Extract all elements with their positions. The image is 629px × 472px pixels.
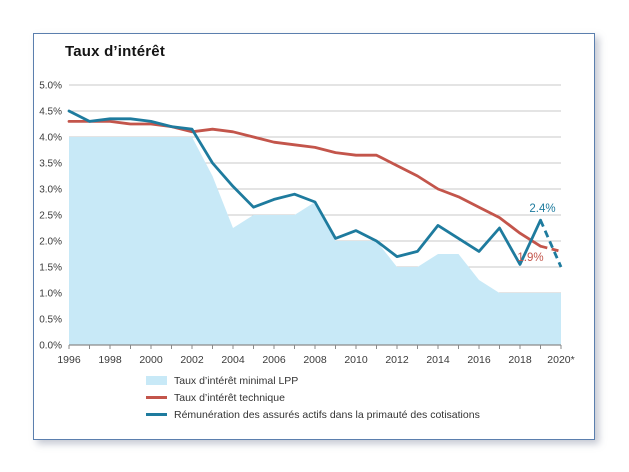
legend-item-lpp-minimal: Taux d’intérêt minimal LPP: [146, 374, 480, 387]
x-axis-label: 2000: [139, 354, 163, 366]
x-axis-label: 2012: [385, 354, 409, 366]
series-line-projection: [539, 219, 563, 268]
x-axis-label: 1998: [98, 354, 122, 366]
line-swatch-icon: [146, 395, 167, 400]
y-axis-label: 3.0%: [39, 185, 62, 196]
series-line: [67, 120, 542, 248]
y-axis-label: 0.5%: [39, 315, 62, 326]
line-swatch-icon: [146, 412, 167, 417]
y-axis-label: 1.5%: [39, 263, 62, 274]
chart-title: Taux d’intérêt: [65, 43, 166, 60]
x-axis-label: 2018: [508, 354, 532, 366]
annotation-label: 1.9%: [517, 252, 543, 264]
chart-legend: Taux d’intérêt minimal LPP Taux d’intérê…: [146, 374, 480, 425]
legend-item-taux-technique: Taux d’intérêt technique: [146, 391, 480, 404]
y-axis-label: 4.0%: [39, 133, 62, 144]
area-swatch-icon: [146, 376, 167, 385]
x-axis-label: 2004: [221, 354, 245, 366]
y-axis-label: 0.0%: [39, 341, 62, 352]
x-axis-label: 2016: [467, 354, 491, 366]
legend-item-remuneration: Rémunération des assurés actifs dans la …: [146, 408, 480, 421]
y-axis-label: 4.5%: [39, 107, 62, 118]
x-axis-label: 2014: [426, 354, 450, 366]
y-axis-label: 5.0%: [39, 81, 62, 92]
interest-rate-chart: 5.0% 4.5% 4.0% 3.5% 3.0% 2.5% 2.0% 1.5% 1.0% 0.5%…: [39, 81, 575, 367]
chart-card: Taux d’intérêt 5.0% 4.5% 4.0% 3.5% 3.0% 2.5% 2…: [33, 33, 595, 440]
x-axis-label: 2002: [180, 354, 204, 366]
legend-label: Taux d’intérêt technique: [174, 391, 285, 404]
series-line: [67, 109, 542, 266]
y-axis-label: 1.0%: [39, 289, 62, 300]
y-axis-label: 3.5%: [39, 159, 62, 170]
x-axis-label: 2020*: [547, 354, 574, 366]
legend-label: Taux d’intérêt minimal LPP: [174, 374, 299, 387]
lpp-minimal-area: [69, 137, 561, 345]
y-axis-label: 2.5%: [39, 211, 62, 222]
legend-label: Rémunération des assurés actifs dans la …: [174, 408, 480, 421]
series-line-projection: [540, 244, 562, 253]
y-axis-label: 2.0%: [39, 237, 62, 248]
x-axis-label: 2010: [344, 354, 368, 366]
x-axis-label: 2006: [262, 354, 286, 366]
x-axis-label: 2008: [303, 354, 327, 366]
x-axis-label: 1996: [57, 354, 81, 366]
annotation-label: 2.4%: [529, 203, 555, 215]
